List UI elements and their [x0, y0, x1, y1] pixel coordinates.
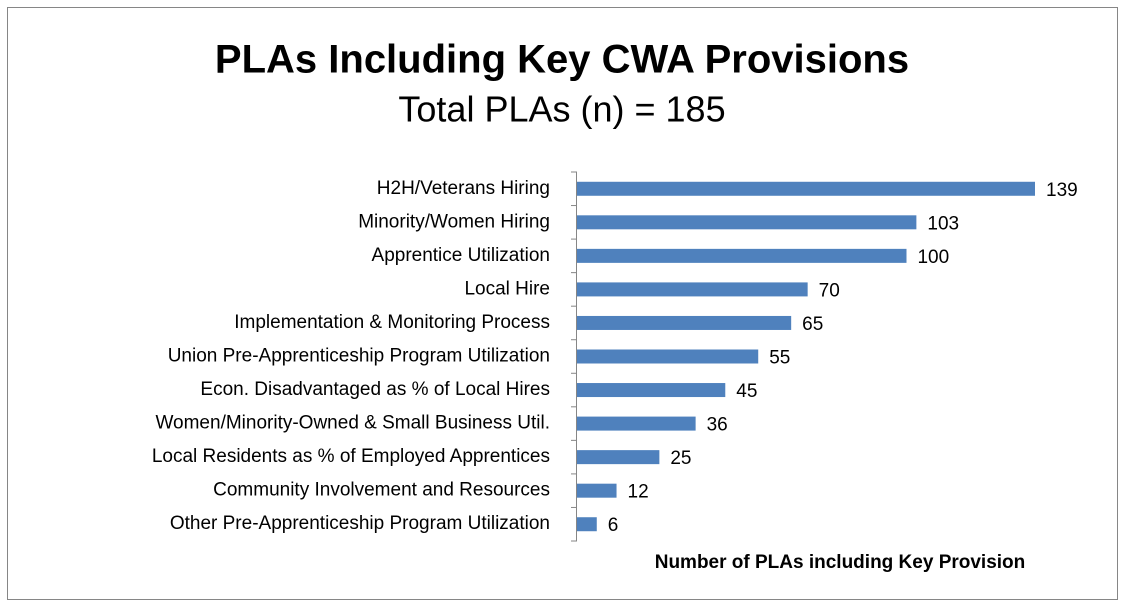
- data-label: 25: [670, 448, 691, 469]
- data-label: 139: [1046, 180, 1078, 201]
- bar: [577, 517, 597, 532]
- bar: [577, 450, 660, 465]
- bar: [577, 416, 696, 431]
- data-label: 70: [819, 280, 840, 301]
- data-label: 65: [802, 314, 823, 335]
- data-label: 36: [707, 415, 728, 436]
- data-label: 45: [736, 381, 757, 402]
- y-tick-label: Union Pre-Apprenticeship Program Utiliza…: [168, 346, 550, 367]
- bar: [577, 215, 917, 230]
- bar: [577, 248, 907, 263]
- data-label: 55: [769, 348, 790, 369]
- bar: [577, 383, 726, 398]
- chart-frame: [7, 7, 1118, 600]
- x-axis-title: Number of PLAs including Key Provision: [655, 552, 1026, 573]
- bar: [577, 282, 808, 297]
- y-tick-label: Other Pre-Apprenticeship Program Utiliza…: [170, 513, 550, 534]
- bar: [577, 349, 759, 364]
- y-tick-label: Women/Minority-Owned & Small Business Ut…: [155, 413, 550, 434]
- bar: [577, 315, 792, 330]
- bar: [577, 181, 1035, 196]
- y-tick-label: Community Involvement and Resources: [213, 480, 550, 501]
- data-label: 6: [608, 515, 619, 536]
- data-label: 103: [927, 213, 959, 234]
- y-tick-label: Local Hire: [464, 278, 550, 299]
- y-tick-label: Implementation & Monitoring Process: [234, 312, 550, 333]
- data-label: 12: [628, 482, 649, 503]
- y-tick-label: Minority/Women Hiring: [358, 211, 550, 232]
- data-label: 100: [917, 247, 949, 268]
- y-tick-label: Econ. Disadvantaged as % of Local Hires: [200, 379, 550, 400]
- y-tick-label: Local Residents as % of Employed Apprent…: [152, 446, 550, 467]
- chart-title: PLAs Including Key CWA Provisions: [215, 38, 909, 82]
- bar: [577, 483, 617, 498]
- chart-subtitle: Total PLAs (n) = 185: [398, 89, 725, 130]
- y-tick-label: H2H/Veterans Hiring: [377, 178, 550, 199]
- y-tick-label: Apprentice Utilization: [372, 245, 550, 266]
